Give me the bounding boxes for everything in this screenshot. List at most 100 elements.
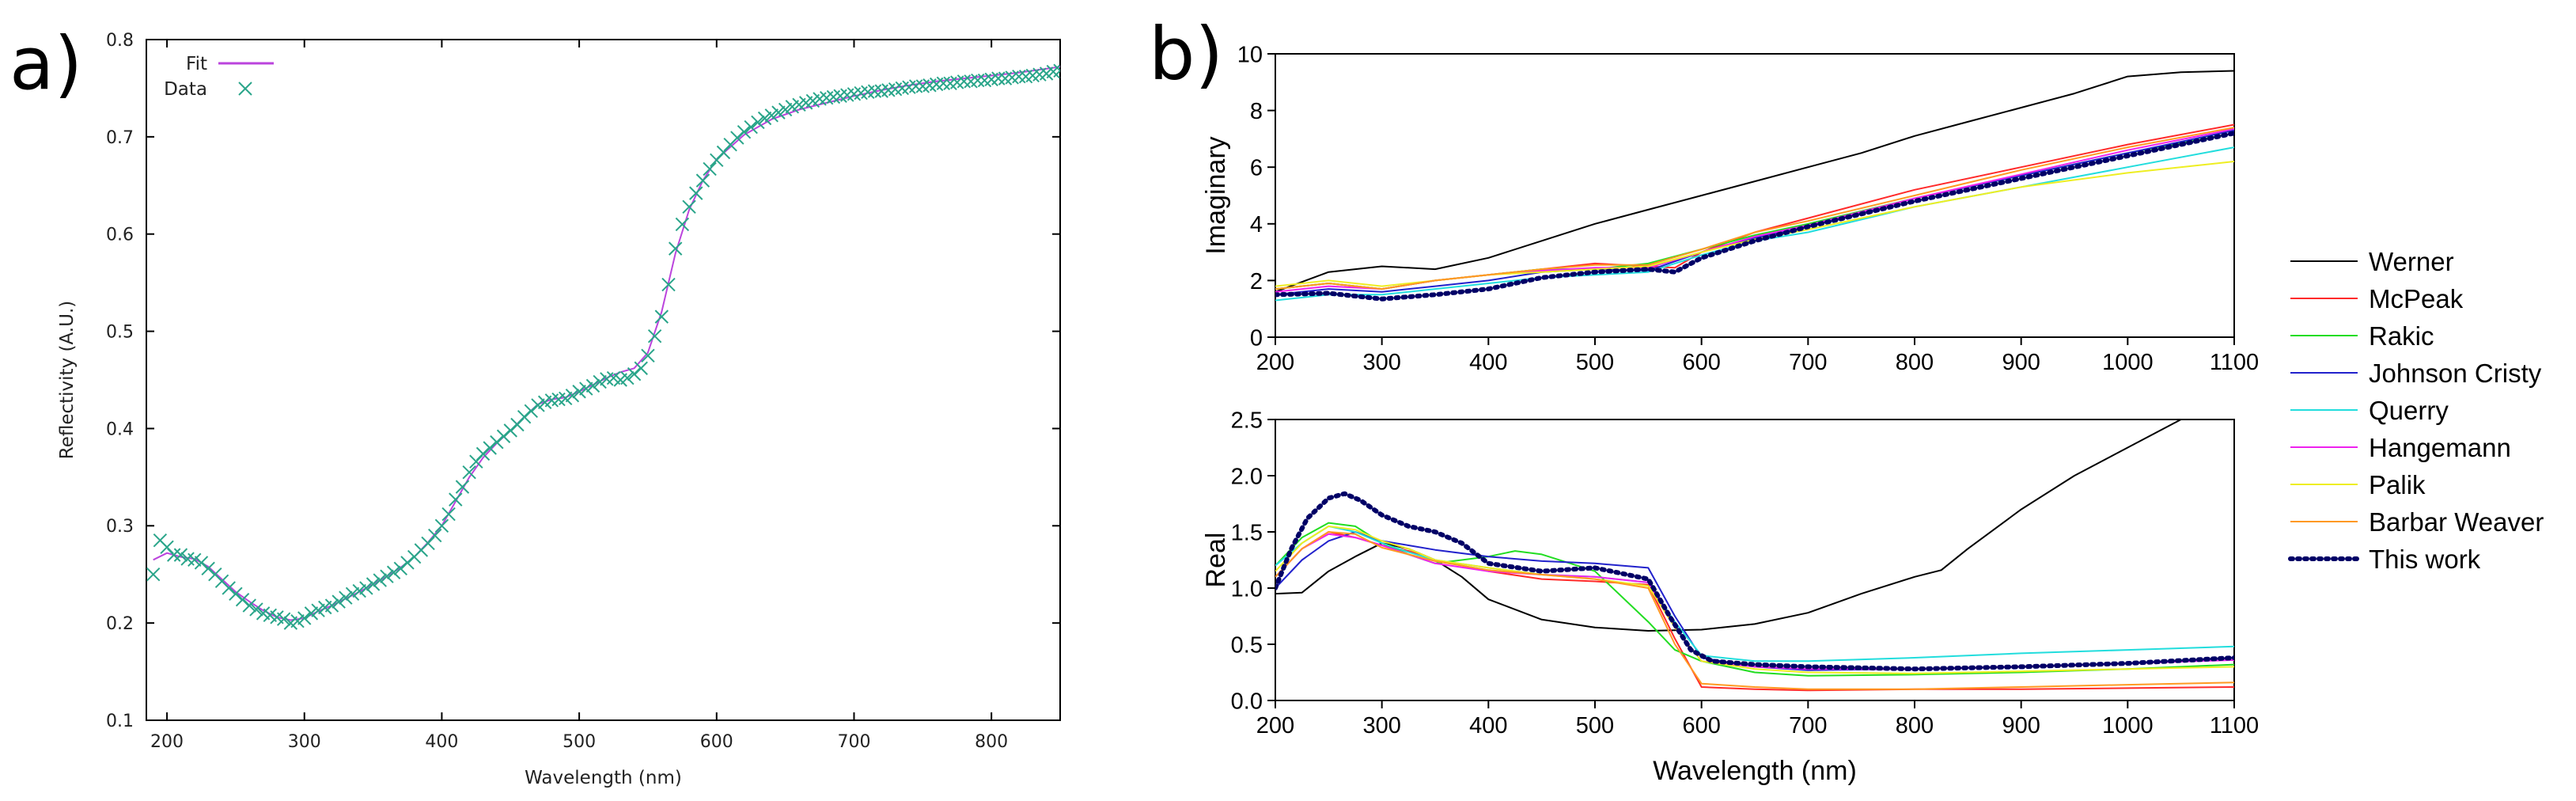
- series-line-hangemann: [1275, 127, 2234, 293]
- legend-label: Johnson Cristy: [2369, 359, 2542, 388]
- legend-label: This work: [2369, 545, 2481, 574]
- data-point: [957, 74, 972, 89]
- x-tick-label: 300: [288, 732, 321, 752]
- y-axis-label: Real: [1201, 533, 1231, 588]
- x-tick-label: 800: [1896, 713, 1934, 738]
- legend-label: McPeak: [2369, 284, 2464, 313]
- x-tick-label: 1000: [2102, 713, 2154, 738]
- data-point: [764, 108, 778, 123]
- x-tick-label: 600: [1682, 350, 1720, 375]
- data-point: [593, 374, 607, 389]
- x-tick-label: 200: [1256, 350, 1294, 375]
- x-tick-label: 700: [1789, 713, 1827, 738]
- x-tick-label: 900: [2002, 350, 2040, 375]
- data-point: [531, 398, 545, 412]
- data-point: [585, 378, 600, 393]
- y-tick-label: 6: [1250, 156, 1263, 181]
- plot-frame: [1275, 53, 2235, 338]
- data-point: [249, 602, 263, 617]
- data-point: [324, 598, 339, 613]
- y-tick-label: 1.5: [1231, 520, 1263, 545]
- data-point: [971, 73, 985, 88]
- x-tick-label: 500: [1576, 713, 1614, 738]
- data-point: [867, 84, 882, 98]
- data-point: [1053, 63, 1060, 78]
- x-tick-label: 1100: [2210, 713, 2259, 738]
- data-point: [991, 71, 1006, 85]
- data-point: [462, 465, 476, 480]
- data-point: [167, 548, 181, 562]
- legend-label: Palik: [2369, 470, 2426, 499]
- x-tick-label: 200: [1256, 713, 1294, 738]
- legend-a: Fit Data: [164, 54, 274, 100]
- data-point: [449, 492, 463, 507]
- chart-a: 200 300 400 500 600 700 800 0.1 0.2 0.3 0.4 0.5 0.6 0…: [57, 31, 1061, 788]
- x-tick-label: 500: [1576, 350, 1614, 375]
- data-point: [276, 612, 291, 626]
- y-tick-label: 0: [1250, 325, 1263, 351]
- series-line-palik: [1275, 161, 2234, 287]
- data-point: [936, 76, 951, 90]
- data-point: [311, 603, 325, 617]
- y-axis-label: Imaginary: [1201, 136, 1231, 254]
- data-point: [737, 125, 752, 139]
- data-point: [304, 606, 319, 621]
- plot-frame: [1275, 419, 2235, 701]
- data-point: [242, 598, 256, 613]
- data-point: [434, 518, 449, 533]
- y-tick-label: 0.5: [106, 322, 134, 342]
- data-point: [778, 102, 793, 117]
- data-point: [703, 161, 717, 177]
- series-line-rakic: [1275, 522, 2234, 677]
- x-tick-label: 600: [700, 732, 733, 752]
- legend-b: Werner McPeak Rakic Johnson Cristy Querry Han…: [2288, 247, 2544, 574]
- y-tick-label: 0.2: [106, 614, 134, 634]
- legend-label: Rakic: [2369, 321, 2434, 351]
- data-point: [290, 613, 305, 628]
- series-line-querry: [1275, 146, 2234, 302]
- data-point: [744, 120, 758, 135]
- y-tick-label: 2.0: [1231, 464, 1263, 489]
- x-tick-label: 200: [150, 732, 184, 752]
- y-tick-label: 0.3: [106, 517, 134, 537]
- data-point: [441, 507, 456, 522]
- data-point: [620, 370, 635, 385]
- y-tick-label: 0.1: [106, 712, 134, 731]
- x-tick-label: 700: [1789, 350, 1827, 375]
- data-point: [1012, 69, 1026, 84]
- y-tick-label: 10: [1237, 42, 1263, 67]
- x-tick-label: 800: [975, 732, 1008, 752]
- legend-marker: [238, 82, 252, 96]
- data-point: [682, 199, 696, 214]
- x-tick-label: 400: [425, 732, 458, 752]
- series-line-fit: [153, 66, 1060, 621]
- data-point: [689, 186, 703, 200]
- x-tick-label: 300: [1362, 713, 1400, 738]
- y-tick-label: 8: [1250, 99, 1263, 124]
- panel-a-label: a): [9, 21, 82, 106]
- y-tick-label: 0.0: [1231, 689, 1263, 714]
- series-line-this-work: [1275, 131, 2234, 302]
- y-tick-label: 1.0: [1231, 576, 1263, 602]
- data-point: [331, 594, 346, 609]
- legend-label: Hangemann: [2369, 433, 2511, 462]
- data-point: [188, 552, 202, 567]
- series-line-werner: [1275, 419, 2182, 632]
- data-point: [352, 583, 366, 598]
- y-tick-label: 2: [1250, 269, 1263, 294]
- y-tick-label: 0.4: [106, 419, 134, 439]
- x-tick-label: 800: [1896, 350, 1934, 375]
- y-axis-label: Reflectivity (A.U.): [57, 301, 78, 459]
- y-tick-label: 4: [1250, 212, 1263, 237]
- data-point: [751, 115, 765, 130]
- data-point: [345, 587, 360, 601]
- series-line-mcpeak: [1275, 123, 2234, 290]
- data-point: [579, 382, 593, 396]
- series-line-barbar-weaver: [1275, 127, 2234, 290]
- data-point: [757, 111, 772, 126]
- y-tick-label: 0.5: [1231, 632, 1263, 658]
- series-line-johnson-cristy: [1275, 129, 2234, 296]
- data-point: [675, 217, 690, 232]
- data-point: [380, 569, 394, 583]
